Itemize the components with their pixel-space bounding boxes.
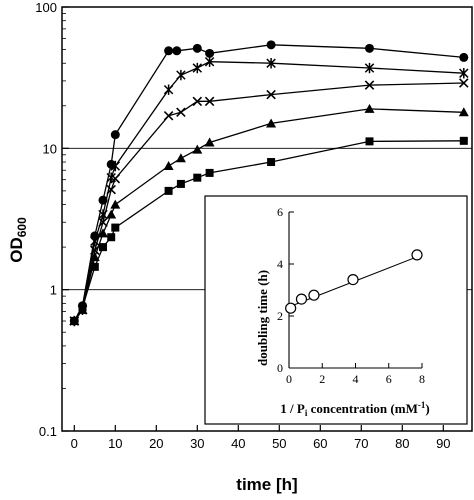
inset-axes: 0 2 4 6 0 2 4 6 8 (277, 205, 425, 386)
inset-x-tick-label: 8 (419, 372, 425, 386)
main-x-tick-label: 70 (354, 436, 368, 451)
inset-open-circle-marker (285, 302, 297, 314)
series-circle-marker (98, 195, 108, 205)
main-x-tick-label: 20 (149, 436, 163, 451)
series-star-marker (176, 69, 186, 81)
series-square-marker (78, 303, 87, 312)
series-triangle-marker (458, 107, 469, 117)
inset-open-circle-marker (308, 289, 320, 301)
inset-y-tick-label: 4 (277, 257, 283, 271)
series-triangle-marker (364, 103, 375, 113)
series-x-marker (90, 245, 100, 256)
series-x-marker (106, 184, 116, 195)
main-x-tick-label: 60 (313, 436, 327, 451)
inset-x-tick-label: 0 (286, 372, 292, 386)
inset-y-tick-label: 6 (277, 205, 283, 219)
series-triangle-marker (266, 118, 277, 128)
series-circle-marker (459, 52, 469, 62)
series-square-marker (193, 173, 202, 182)
main-y-tick-label: 0.1 (39, 424, 57, 439)
series-triangle-marker (98, 228, 108, 238)
series-star-marker (204, 56, 215, 67)
inset-x-axis-label-sub: i (305, 408, 308, 418)
series-circle-marker (205, 48, 215, 58)
series-triangle-marker (89, 252, 100, 262)
main-x-tick-label: 50 (272, 436, 286, 451)
main-y-tick-label: 100 (35, 0, 57, 15)
series-star-marker (110, 160, 121, 172)
series-square-marker (164, 186, 173, 195)
series-square-marker (365, 137, 374, 146)
inset-markers (285, 249, 423, 314)
series-square-marker (205, 168, 214, 177)
main-series-markers (69, 40, 469, 327)
inset-open-circle-marker (347, 274, 359, 286)
series-triangle-marker (106, 209, 117, 219)
series-star-marker (98, 209, 108, 220)
series-square-marker (99, 243, 107, 252)
series-x-marker (98, 217, 108, 227)
main-y-tick-label: 10 (43, 141, 57, 156)
series-x-marker (364, 80, 375, 90)
inset-open-circle-marker (295, 293, 308, 305)
series-square-marker (459, 136, 468, 145)
inset-x-axis-label-end: ) (425, 401, 429, 416)
main-x-tick-label: 40 (231, 436, 245, 451)
main-x-tick-label: 10 (108, 436, 122, 451)
inset-x-axis-label-sup: -1 (418, 400, 426, 410)
main-plot-area (61, 6, 473, 432)
series-x-marker (266, 89, 276, 100)
inset-x-axis-label-mid: concentration (mM (307, 401, 417, 416)
series-circle-marker (106, 159, 116, 169)
series-circle-marker (172, 46, 182, 56)
inset-open-circle-marker (411, 249, 423, 261)
series-star-marker (364, 62, 375, 74)
series-triangle-marker (192, 144, 203, 154)
series-circle-marker (110, 130, 120, 140)
series-square-marker (111, 223, 120, 232)
main-x-axis-label: time [h] (236, 475, 297, 494)
inset-y-tick-label: 2 (277, 309, 283, 323)
series-x-marker (110, 173, 121, 184)
series-star-marker (163, 84, 174, 95)
series-square-marker (176, 179, 185, 188)
main-x-tick-label: 80 (395, 436, 409, 451)
inset-x-tick-label: 6 (386, 372, 392, 386)
series-star-marker (459, 68, 469, 79)
series-star-marker (192, 62, 203, 74)
series-triangle-marker (175, 153, 186, 163)
main-x-tick-label: 30 (190, 436, 204, 451)
series-circle-marker (192, 43, 202, 53)
main-x-tick-label: 90 (436, 436, 450, 451)
main-y-tick-label: 1 (50, 283, 57, 298)
series-x-marker (163, 110, 174, 121)
main-y-axis-label-sub: 600 (15, 217, 29, 237)
inset-y-axis-label: doubling time (h) (255, 270, 270, 366)
series-triangle-marker (204, 137, 215, 147)
main-x-tick-label: 0 (71, 436, 78, 451)
series-x-marker (459, 78, 469, 88)
inset-box (204, 195, 468, 425)
inset-x-tick-label: 4 (353, 372, 359, 386)
series-triangle-marker (110, 199, 121, 209)
inset-x-axis-label: 1 / Pi concentration (mM-1) (280, 400, 429, 418)
series-square-marker (90, 262, 99, 271)
series-square-marker (267, 158, 276, 167)
series-circle-marker (164, 46, 174, 56)
series-x-marker (176, 107, 186, 118)
series-star-marker (266, 58, 276, 69)
inset-y-tick-label: 0 (277, 361, 283, 375)
main-y-axis-label: OD600 (7, 217, 29, 263)
series-star-marker (90, 236, 100, 247)
series-triangle-marker (163, 160, 174, 170)
series-circle-marker (266, 40, 276, 50)
series-x-marker (192, 96, 203, 107)
series-square-marker (70, 317, 79, 326)
series-circle-marker (365, 43, 374, 53)
inset-x-tick-label: 2 (319, 372, 325, 386)
series-square-marker (107, 233, 116, 242)
series-x-marker (204, 96, 215, 107)
